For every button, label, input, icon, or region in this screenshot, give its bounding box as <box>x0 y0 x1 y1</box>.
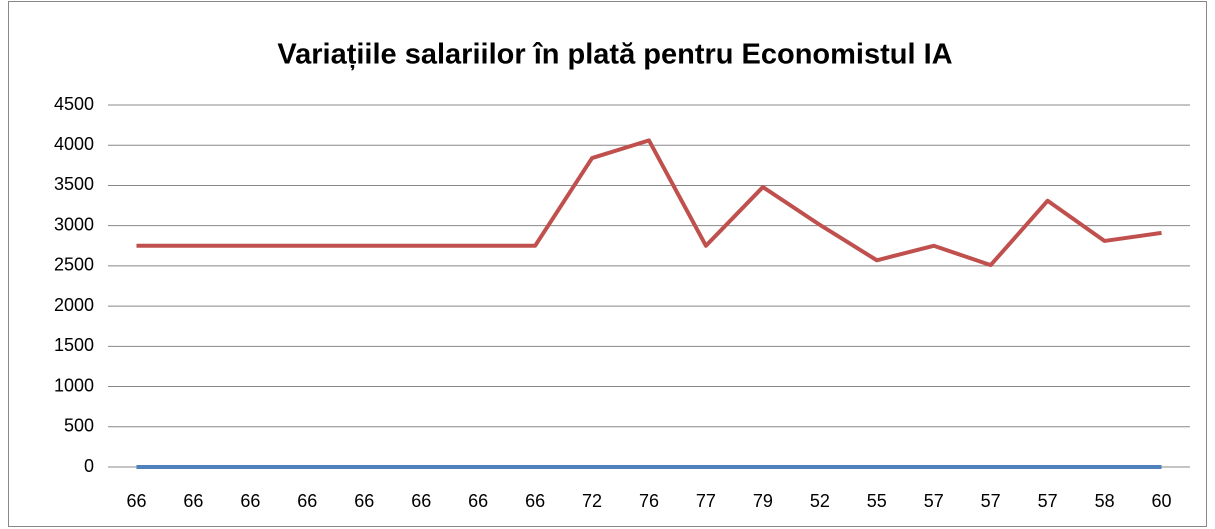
x-tick-label: 77 <box>696 491 716 511</box>
y-tick-label: 4000 <box>54 134 94 154</box>
y-tick-label: 1500 <box>54 335 94 355</box>
x-tick-label: 66 <box>468 491 488 511</box>
chart-border <box>8 1 1207 527</box>
x-tick-label: 57 <box>924 491 944 511</box>
x-tick-label: 58 <box>1095 491 1115 511</box>
x-tick-label: 66 <box>297 491 317 511</box>
y-tick-label: 2500 <box>54 255 94 275</box>
y-tick-label: 3500 <box>54 174 94 194</box>
x-tick-label: 60 <box>1152 491 1172 511</box>
y-tick-label: 2000 <box>54 295 94 315</box>
y-tick-label: 1000 <box>54 375 94 395</box>
chart-title: Variațiile salariilor în plată pentru Ec… <box>277 39 952 71</box>
y-tick-label: 500 <box>64 416 94 436</box>
x-tick-label: 72 <box>582 491 602 511</box>
x-tick-label: 66 <box>354 491 374 511</box>
y-tick-label: 3000 <box>54 214 94 234</box>
x-tick-label: 57 <box>981 491 1001 511</box>
x-tick-label: 66 <box>525 491 545 511</box>
x-tick-label: 52 <box>810 491 830 511</box>
series-line <box>136 138 1162 268</box>
y-tick-label: 0 <box>84 456 94 476</box>
x-tick-label: 66 <box>240 491 260 511</box>
x-tick-label: 76 <box>639 491 659 511</box>
x-tick-label: 57 <box>1038 491 1058 511</box>
y-tick-label: 4500 <box>54 94 94 114</box>
x-tick-label: 66 <box>411 491 431 511</box>
x-tick-label: 66 <box>126 491 146 511</box>
x-tick-label: 55 <box>867 491 887 511</box>
x-tick-label: 66 <box>183 491 203 511</box>
x-tick-label: 79 <box>753 491 773 511</box>
